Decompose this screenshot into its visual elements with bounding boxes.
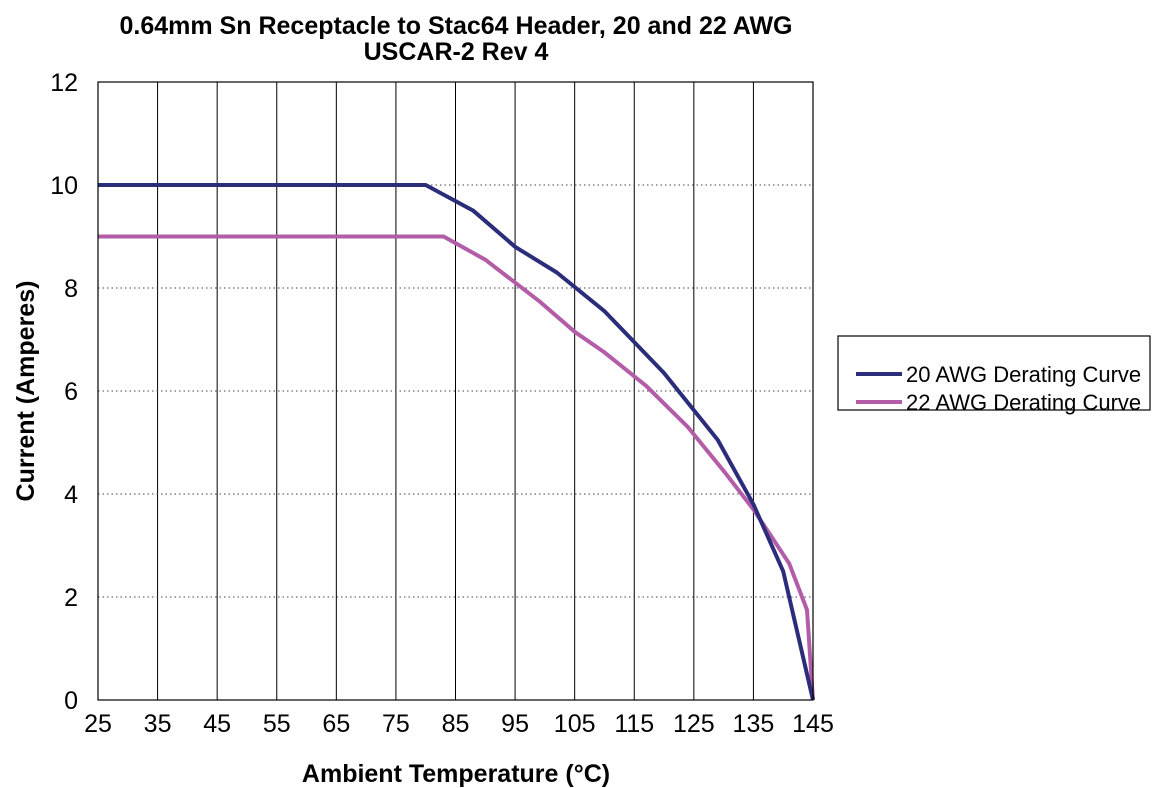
x-tick-label: 75 bbox=[382, 710, 410, 738]
series-line-20awg bbox=[98, 183, 815, 701]
legend-label-22awg: 22 AWG Derating Curve bbox=[906, 390, 1141, 415]
x-tick-label: 65 bbox=[322, 710, 350, 738]
plot-area-border bbox=[97, 81, 814, 701]
series-lines bbox=[98, 183, 815, 701]
x-tick-label: 125 bbox=[673, 710, 715, 738]
chart-subtitle: USCAR-2 Rev 4 bbox=[364, 38, 549, 66]
x-tick-label: 115 bbox=[614, 710, 654, 738]
x-tick-label: 85 bbox=[442, 710, 470, 738]
chart-title: 0.64mm Sn Receptacle to Stac64 Header, 2… bbox=[120, 12, 793, 40]
y-tick-labels: 0 2 4 6 8 10 12 bbox=[50, 69, 78, 715]
x-tick-labels: 25 35 45 55 65 75 85 95 105 115 125 135 145 bbox=[84, 710, 834, 738]
y-tick-label: 4 bbox=[64, 481, 78, 509]
x-tick-label: 55 bbox=[263, 710, 291, 738]
legend: 20 AWG Derating Curve 22 AWG Derating Cu… bbox=[837, 335, 1151, 415]
grid bbox=[98, 82, 813, 700]
legend-label-20awg: 20 AWG Derating Curve bbox=[906, 362, 1141, 387]
series-line-22awg bbox=[98, 234, 815, 701]
y-tick-label: 12 bbox=[50, 69, 78, 97]
x-tick-label: 105 bbox=[554, 710, 596, 738]
y-tick-label: 2 bbox=[64, 584, 78, 612]
x-axis-title: Ambient Temperature (°C) bbox=[302, 760, 610, 788]
x-tick-label: 25 bbox=[84, 710, 112, 738]
y-tick-label: 6 bbox=[64, 378, 78, 406]
y-tick-label: 8 bbox=[64, 275, 78, 303]
y-axis-title: Current (Amperes) bbox=[12, 281, 40, 502]
x-tick-label: 45 bbox=[203, 710, 231, 738]
x-tick-label: 135 bbox=[733, 710, 775, 738]
x-tick-label: 145 bbox=[792, 710, 834, 738]
y-tick-label: 0 bbox=[64, 687, 78, 715]
x-tick-label: 35 bbox=[144, 710, 172, 738]
x-tick-label: 95 bbox=[501, 710, 529, 738]
y-tick-label: 10 bbox=[50, 172, 78, 200]
